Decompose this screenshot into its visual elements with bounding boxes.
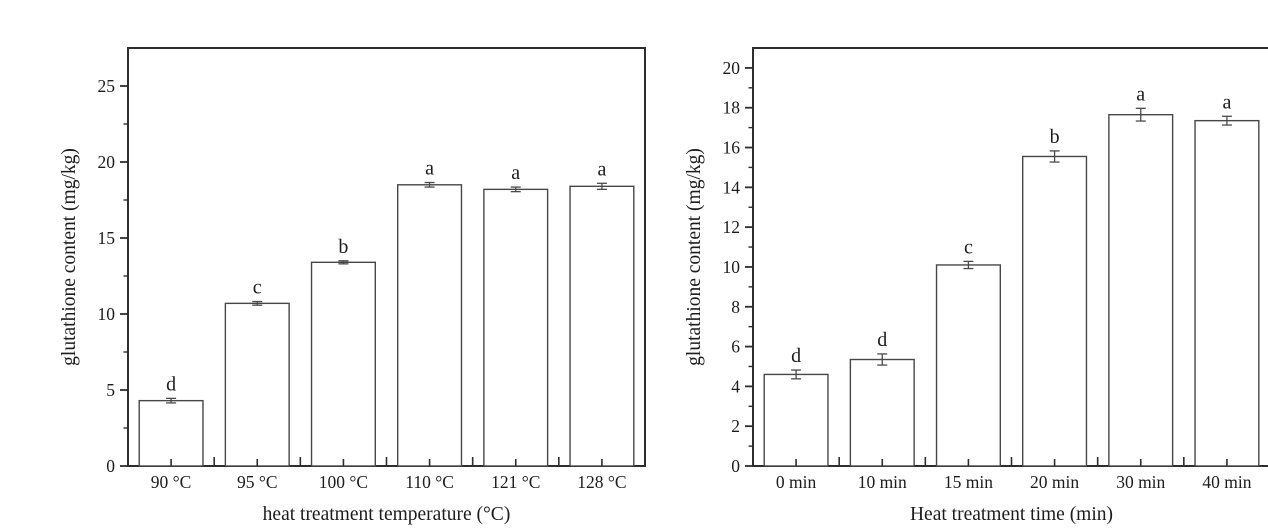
- bar: [763, 373, 829, 467]
- bar: [1022, 155, 1088, 467]
- y-tick-label: 10: [98, 304, 116, 324]
- x-tick-label: 20 min: [1030, 472, 1079, 492]
- y-tick-label: 5: [106, 380, 115, 400]
- significance-letter: a: [597, 158, 606, 180]
- bar: [138, 399, 204, 467]
- x-tick-label: 15 min: [944, 472, 993, 492]
- y-tick-label: 20: [98, 152, 116, 172]
- time-bar-chart: 0 2 4 6 8 10 12 14 16 18 20 d 0 min d 10 min c 15 min b 20…: [684, 47, 1268, 525]
- y-tick-label: 20: [723, 58, 741, 78]
- y-tick-label: 16: [723, 138, 741, 158]
- significance-letter: c: [253, 277, 262, 299]
- y-tick-label: 10: [723, 257, 741, 277]
- y-axis-title: glutathione content (mg/kg): [684, 148, 705, 366]
- time-chart-figure: 0 2 4 6 8 10 12 14 16 18 20 d 0 min d 10 min c 15 min b 20…: [674, 16, 1268, 528]
- x-tick-label: 0 min: [776, 472, 817, 492]
- bar: [1108, 113, 1174, 467]
- bar: [310, 261, 376, 467]
- x-tick-label: 10 min: [858, 472, 907, 492]
- y-tick-label: 12: [723, 217, 741, 237]
- x-axis-title: heat treatment temperature (°C): [263, 504, 511, 525]
- significance-letter: d: [877, 329, 887, 351]
- y-axis-title: glutathione content (mg/kg): [59, 148, 80, 366]
- x-tick-label: 95 °C: [237, 472, 278, 492]
- bar: [935, 264, 1001, 467]
- x-tick-label: 100 °C: [319, 472, 368, 492]
- y-tick-label: 18: [723, 98, 741, 118]
- temperature-bar-chart: 0 5 10 15 20 25 d 90 °C c 95 °C b 100 °C a 110 °C a 121…: [59, 47, 646, 525]
- bar: [483, 188, 549, 467]
- significance-letter: a: [511, 162, 520, 184]
- x-tick-label: 110 °C: [405, 472, 454, 492]
- y-tick-label: 4: [731, 376, 740, 396]
- significance-letter: b: [338, 236, 348, 258]
- y-tick-label: 6: [731, 337, 740, 357]
- y-tick-label: 0: [106, 456, 115, 476]
- x-axis-title: Heat treatment time (min): [910, 504, 1113, 525]
- bar: [1194, 119, 1260, 467]
- bar: [569, 185, 635, 467]
- temperature-chart-figure: 0 5 10 15 20 25 d 90 °C c 95 °C b 100 °C a 110 °C a 121…: [40, 16, 674, 528]
- significance-letter: d: [791, 345, 801, 367]
- y-tick-label: 14: [723, 177, 741, 197]
- y-tick-label: 2: [731, 416, 740, 436]
- significance-letter: a: [1222, 91, 1231, 113]
- bar: [397, 184, 463, 467]
- x-tick-label: 128 °C: [577, 472, 626, 492]
- significance-letter: d: [166, 373, 176, 395]
- x-tick-label: 30 min: [1116, 472, 1165, 492]
- significance-letter: c: [964, 236, 973, 258]
- bar: [849, 358, 915, 467]
- significance-letter: a: [425, 158, 434, 180]
- y-tick-label: 8: [731, 297, 740, 317]
- plot-frame: [127, 47, 646, 467]
- y-tick-label: 15: [98, 228, 116, 248]
- plot-frame: [752, 47, 1268, 467]
- y-tick-label: 0: [731, 456, 740, 476]
- x-tick-label: 90 °C: [151, 472, 192, 492]
- significance-letter: a: [1136, 83, 1145, 105]
- bar: [224, 302, 290, 467]
- x-tick-label: 121 °C: [491, 472, 540, 492]
- y-tick-label: 25: [98, 76, 116, 96]
- significance-letter: b: [1050, 126, 1060, 148]
- x-tick-label: 40 min: [1202, 472, 1251, 492]
